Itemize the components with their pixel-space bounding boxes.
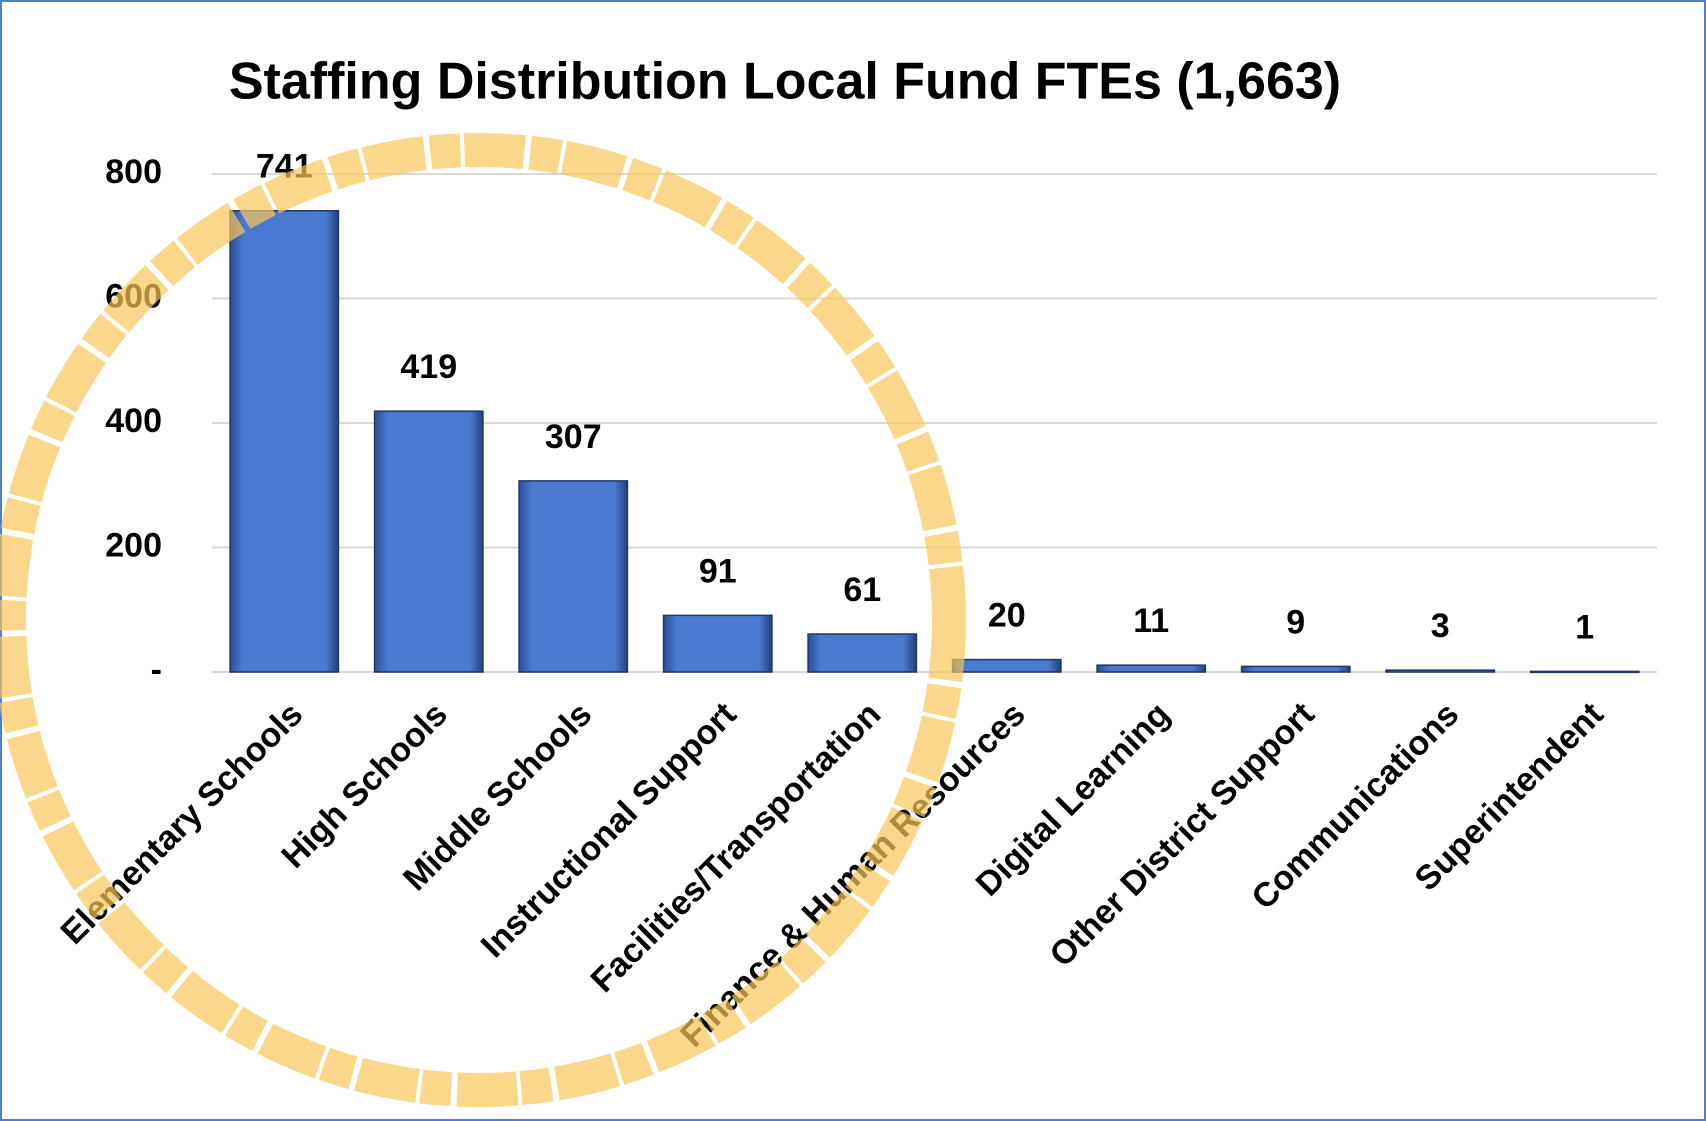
value-label: 9 — [1286, 603, 1305, 641]
y-tick-label: - — [151, 651, 162, 689]
bar — [230, 211, 338, 672]
page: Staffing Distribution Local Fund FTEs (1… — [0, 0, 1706, 1121]
value-label: 11 — [1133, 602, 1169, 640]
bar — [1531, 671, 1639, 672]
value-label: 307 — [545, 418, 602, 456]
bar — [664, 615, 772, 672]
y-tick-label: 200 — [105, 526, 162, 564]
bar — [1386, 670, 1494, 672]
value-label: 91 — [699, 552, 737, 590]
value-label: 20 — [988, 597, 1026, 635]
value-label: 3 — [1431, 607, 1450, 645]
bar — [1097, 665, 1205, 672]
bar — [519, 481, 627, 672]
value-label: 419 — [400, 348, 457, 386]
bar — [953, 660, 1061, 672]
value-label: 61 — [843, 571, 881, 609]
chart-title: Staffing Distribution Local Fund FTEs (1… — [229, 53, 1341, 111]
y-tick-label: 400 — [105, 402, 162, 440]
chart: Staffing Distribution Local Fund FTEs (1… — [0, 0, 1706, 1121]
x-tick-label: Facilities/Transportation — [584, 695, 889, 1000]
value-label: 1 — [1575, 608, 1594, 646]
x-tick-label: Other District Support — [1042, 695, 1321, 974]
bar — [375, 411, 483, 672]
y-tick-label: 800 — [105, 153, 162, 191]
x-tick-label: Instructional Support — [474, 695, 744, 965]
bar — [1242, 666, 1350, 672]
bar — [808, 634, 916, 672]
